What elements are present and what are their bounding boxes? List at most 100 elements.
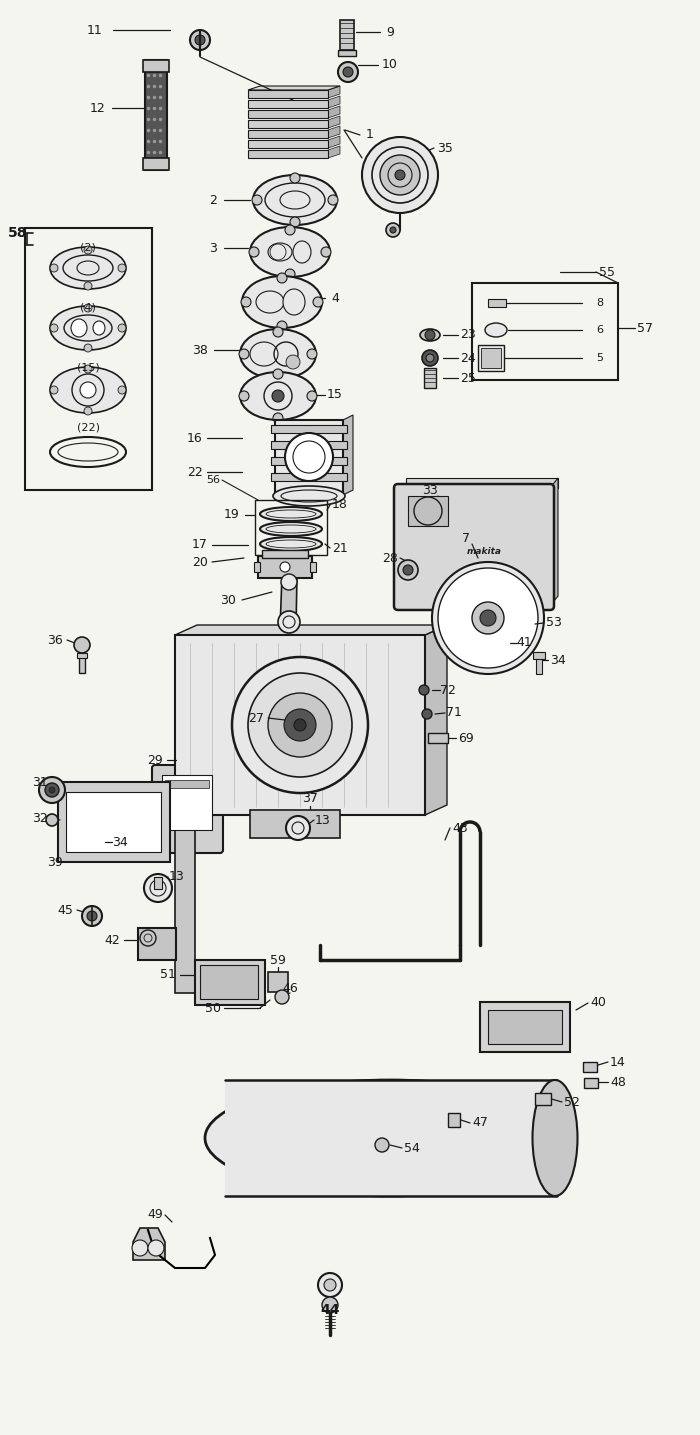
Circle shape <box>84 344 92 352</box>
Ellipse shape <box>260 507 322 521</box>
Bar <box>268 971 288 992</box>
Text: 35: 35 <box>437 142 453 155</box>
Bar <box>66 792 161 852</box>
Polygon shape <box>452 583 477 610</box>
Text: 39: 39 <box>47 855 63 868</box>
Bar <box>143 60 169 72</box>
Polygon shape <box>280 575 297 630</box>
Bar <box>162 775 212 829</box>
Circle shape <box>39 776 65 804</box>
Text: 14: 14 <box>610 1056 626 1069</box>
Circle shape <box>480 610 496 626</box>
Text: 24: 24 <box>460 352 476 364</box>
Ellipse shape <box>242 276 322 329</box>
Bar <box>310 563 316 573</box>
Circle shape <box>74 637 90 653</box>
Bar <box>175 805 195 993</box>
Circle shape <box>290 217 300 227</box>
Circle shape <box>148 1240 164 1256</box>
Text: 28: 28 <box>382 551 398 564</box>
Text: 3: 3 <box>209 241 217 254</box>
Bar <box>271 474 347 481</box>
Bar <box>225 1081 560 1195</box>
Text: 71: 71 <box>446 706 462 719</box>
Bar <box>248 100 328 108</box>
Text: 1: 1 <box>366 129 374 142</box>
Bar <box>248 151 328 158</box>
Circle shape <box>419 684 429 695</box>
Circle shape <box>398 560 418 580</box>
Bar <box>275 420 343 495</box>
Circle shape <box>249 247 259 257</box>
Ellipse shape <box>260 537 322 551</box>
Circle shape <box>144 874 172 903</box>
Text: 48: 48 <box>610 1075 626 1089</box>
Circle shape <box>72 375 104 406</box>
Polygon shape <box>473 633 488 663</box>
Text: 27: 27 <box>248 712 264 725</box>
Ellipse shape <box>64 316 112 342</box>
Text: 49: 49 <box>147 1208 163 1221</box>
Circle shape <box>252 195 262 205</box>
Circle shape <box>290 174 300 184</box>
Circle shape <box>307 349 317 359</box>
Ellipse shape <box>253 175 337 225</box>
Circle shape <box>277 273 287 283</box>
Polygon shape <box>248 86 340 90</box>
Ellipse shape <box>50 367 126 413</box>
Bar <box>408 497 448 527</box>
Text: 22: 22 <box>187 465 203 478</box>
Polygon shape <box>488 573 504 603</box>
Circle shape <box>45 784 59 796</box>
Bar <box>584 1078 598 1088</box>
Text: 6: 6 <box>596 324 603 334</box>
Bar <box>175 636 425 815</box>
Text: 13: 13 <box>315 814 331 827</box>
Text: 72: 72 <box>440 683 456 696</box>
Text: 38: 38 <box>192 343 208 356</box>
Ellipse shape <box>283 288 305 316</box>
Text: 16: 16 <box>187 432 203 445</box>
Circle shape <box>248 673 352 776</box>
Circle shape <box>284 709 316 740</box>
Polygon shape <box>328 96 340 108</box>
Polygon shape <box>406 478 558 488</box>
FancyBboxPatch shape <box>394 484 554 610</box>
Text: 42: 42 <box>104 934 120 947</box>
Text: 34: 34 <box>550 653 566 666</box>
Text: 69: 69 <box>458 732 474 745</box>
Polygon shape <box>502 601 533 614</box>
Polygon shape <box>328 126 340 138</box>
Bar <box>79 653 85 673</box>
Text: 58: 58 <box>8 225 28 240</box>
Ellipse shape <box>250 342 278 366</box>
Circle shape <box>239 349 249 359</box>
Text: 43: 43 <box>452 821 468 835</box>
Polygon shape <box>328 106 340 118</box>
Text: 52: 52 <box>564 1095 580 1108</box>
Polygon shape <box>328 146 340 158</box>
Bar <box>165 781 209 788</box>
Polygon shape <box>453 630 480 654</box>
Circle shape <box>278 611 300 633</box>
Circle shape <box>50 386 58 395</box>
Bar <box>25 228 152 489</box>
Polygon shape <box>492 631 505 663</box>
Text: (15): (15) <box>76 363 99 373</box>
Circle shape <box>395 169 405 179</box>
Bar <box>77 653 87 659</box>
Bar <box>248 90 328 98</box>
Text: (2): (2) <box>80 243 96 253</box>
Circle shape <box>422 350 438 366</box>
Text: 40: 40 <box>590 996 606 1009</box>
Text: 59: 59 <box>270 953 286 967</box>
Bar <box>145 60 167 169</box>
Bar <box>338 50 356 56</box>
Circle shape <box>322 1297 338 1313</box>
Bar <box>488 1010 562 1045</box>
Circle shape <box>140 930 156 946</box>
Text: 37: 37 <box>302 792 318 805</box>
Ellipse shape <box>268 243 292 261</box>
Circle shape <box>268 693 332 758</box>
Bar <box>258 555 312 578</box>
